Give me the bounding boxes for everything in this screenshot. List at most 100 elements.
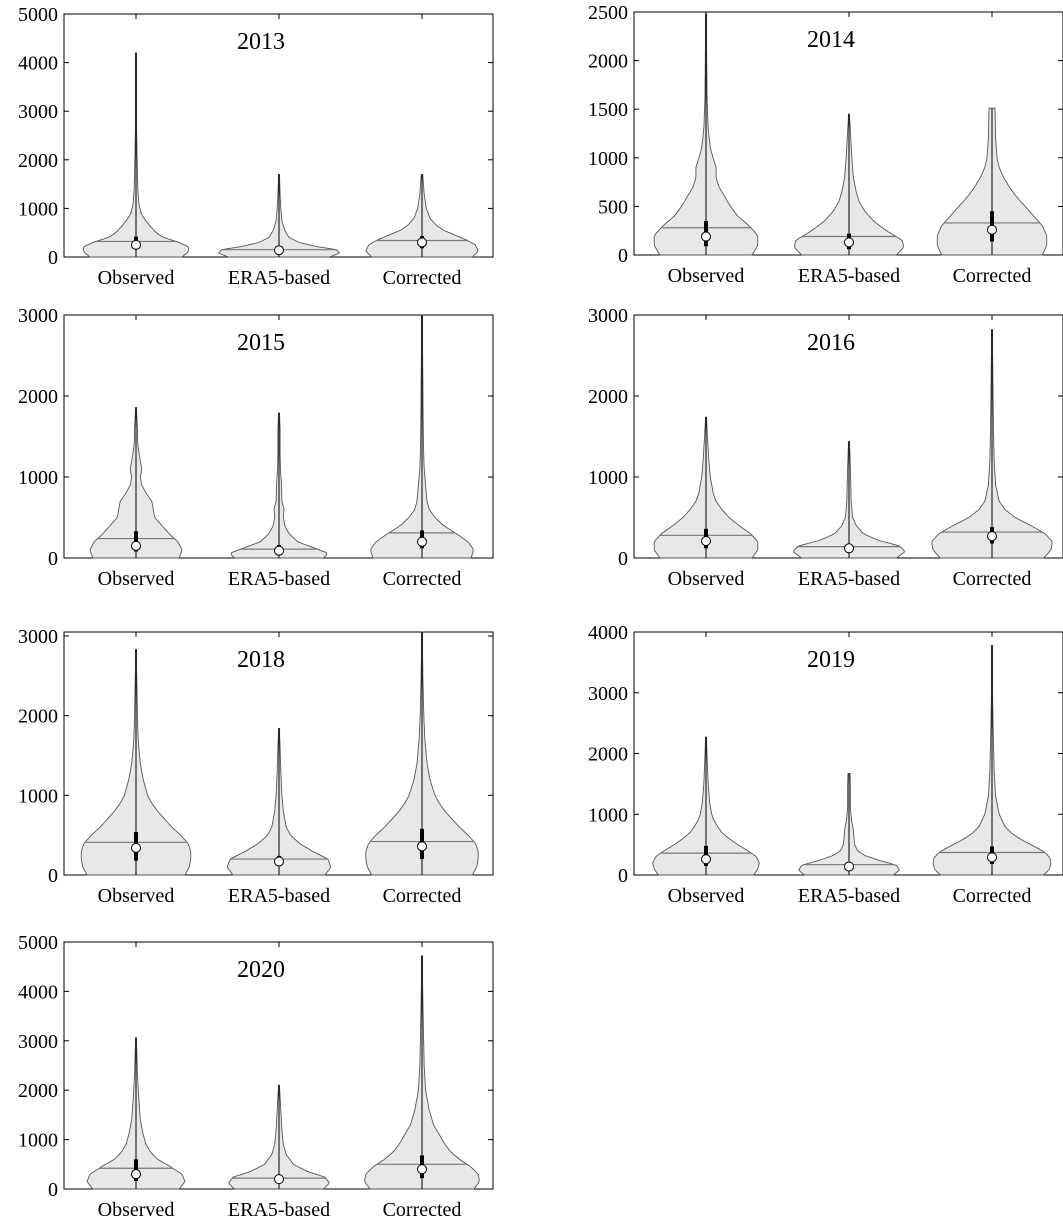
y-tick-label: 0 xyxy=(48,865,58,887)
y-tick-label: 0 xyxy=(48,548,58,570)
violin-era5-based: ERA5-based xyxy=(228,942,330,1220)
median-marker xyxy=(844,543,854,554)
y-tick-label: 3000 xyxy=(18,305,58,327)
y-tick-label: 2000 xyxy=(588,744,628,766)
violin-panel-2015: 0 1000 2000 3000 2015 Observed ERA5-based Corre… xyxy=(18,305,494,590)
median-marker xyxy=(417,1164,427,1175)
x-tick-label: Observed xyxy=(98,568,175,590)
y-tick-label: 2000 xyxy=(18,150,58,172)
y-tick-label: 3000 xyxy=(18,1031,58,1053)
violin-era5-based: ERA5-based xyxy=(227,632,331,907)
x-tick-label: ERA5-based xyxy=(798,265,900,287)
median-marker xyxy=(131,842,141,853)
violin-panel-2016: 0 1000 2000 3000 2016 Observed ERA5-based Corre… xyxy=(588,305,1063,590)
violin-panel-2020: 0 1000 2000 3000 4000 5000 2020 Observed ERA5-ba… xyxy=(18,932,494,1220)
violin-observed: Observed xyxy=(86,942,186,1220)
violin-corrected: Corrected xyxy=(365,631,479,907)
panel-title: 2019 xyxy=(807,647,855,673)
y-tick-label: 3000 xyxy=(18,101,58,123)
violin-era5-based: ERA5-based xyxy=(228,315,330,590)
y-tick-label: 0 xyxy=(618,865,628,887)
panel-title: 2018 xyxy=(237,647,285,673)
violin-era5-based: ERA5-based xyxy=(794,12,904,287)
x-tick-label: ERA5-based xyxy=(798,568,900,590)
y-tick-label: 2000 xyxy=(18,706,58,728)
violin-corrected: Corrected xyxy=(936,12,1048,287)
violin-observed: Observed xyxy=(653,12,759,287)
violin-observed: Observed xyxy=(653,315,759,590)
y-tick-label: 0 xyxy=(48,1179,58,1201)
violin-observed: Observed xyxy=(82,14,190,289)
violin-era5-based: ERA5-based xyxy=(798,632,900,907)
y-tick-label: 1000 xyxy=(18,1130,58,1152)
violin-observed: Observed xyxy=(89,315,183,590)
violin-panel-2013: 0 1000 2000 3000 4000 5000 2013 Observed ERA5-ba… xyxy=(18,4,494,289)
x-tick-label: ERA5-based xyxy=(228,568,330,590)
x-tick-label: Observed xyxy=(98,267,175,289)
y-tick-label: 1000 xyxy=(588,148,628,170)
x-tick-label: Corrected xyxy=(953,568,1032,590)
x-tick-label: ERA5-based xyxy=(228,267,330,289)
panel-title: 2014 xyxy=(807,27,855,53)
y-tick-label: 3000 xyxy=(588,683,628,705)
x-tick-label: Observed xyxy=(668,568,745,590)
x-tick-label: Corrected xyxy=(383,885,462,907)
median-marker xyxy=(274,245,284,256)
panel-title: 2020 xyxy=(237,957,285,983)
y-tick-label: 500 xyxy=(598,196,628,218)
median-marker xyxy=(131,1169,141,1180)
y-tick-label: 2000 xyxy=(588,386,628,408)
violin-corrected: Corrected xyxy=(365,14,479,289)
median-marker xyxy=(987,531,997,542)
y-tick-label: 4000 xyxy=(588,622,628,644)
violin-era5-based: ERA5-based xyxy=(793,315,905,590)
y-tick-label: 4000 xyxy=(18,53,58,75)
violin-era5-based: ERA5-based xyxy=(218,14,340,289)
median-marker xyxy=(844,861,854,872)
median-marker xyxy=(274,856,284,867)
violin-observed: Observed xyxy=(652,632,760,907)
y-tick-label: 5000 xyxy=(18,4,58,26)
y-tick-label: 1500 xyxy=(588,99,628,121)
median-marker xyxy=(131,540,141,551)
median-marker xyxy=(987,224,997,235)
violin-corrected: Corrected xyxy=(932,632,1052,907)
y-tick-label: 1000 xyxy=(18,198,58,220)
median-marker xyxy=(844,237,854,248)
y-tick-label: 0 xyxy=(618,548,628,570)
x-tick-label: ERA5-based xyxy=(228,1199,330,1220)
x-tick-label: Corrected xyxy=(953,885,1032,907)
y-tick-label: 2000 xyxy=(18,386,58,408)
panel-title: 2015 xyxy=(237,330,285,356)
y-tick-label: 3000 xyxy=(588,305,628,327)
x-tick-label: Observed xyxy=(98,1199,175,1220)
x-tick-label: Observed xyxy=(668,265,745,287)
median-marker xyxy=(417,841,427,852)
panel-title: 2013 xyxy=(237,29,285,55)
violin-observed: Observed xyxy=(80,632,192,907)
panel-title: 2016 xyxy=(807,330,855,356)
x-tick-label: ERA5-based xyxy=(798,885,900,907)
violin-panel-2018: 0 1000 2000 3000 2018 Observed ERA5-based Corre… xyxy=(18,626,494,907)
median-marker xyxy=(701,231,711,242)
median-marker xyxy=(701,854,711,865)
y-tick-label: 1000 xyxy=(588,467,628,489)
y-tick-label: 4000 xyxy=(18,981,58,1003)
median-marker xyxy=(274,1174,284,1185)
x-tick-label: Corrected xyxy=(953,265,1032,287)
x-tick-label: Observed xyxy=(668,885,745,907)
median-marker xyxy=(417,237,427,248)
violin-corrected: Corrected xyxy=(364,942,480,1220)
x-tick-label: Corrected xyxy=(383,1199,462,1220)
violin-panel-2019: 0 1000 2000 3000 4000 2019 Observed ERA5-based C… xyxy=(588,622,1063,907)
x-tick-label: Corrected xyxy=(383,568,462,590)
median-marker xyxy=(274,545,284,556)
median-marker xyxy=(701,535,711,546)
x-tick-label: ERA5-based xyxy=(228,885,330,907)
y-tick-label: 1000 xyxy=(588,804,628,826)
x-tick-label: Observed xyxy=(98,885,175,907)
y-tick-label: 2500 xyxy=(588,2,628,24)
y-tick-label: 0 xyxy=(618,245,628,267)
median-marker xyxy=(131,239,141,250)
